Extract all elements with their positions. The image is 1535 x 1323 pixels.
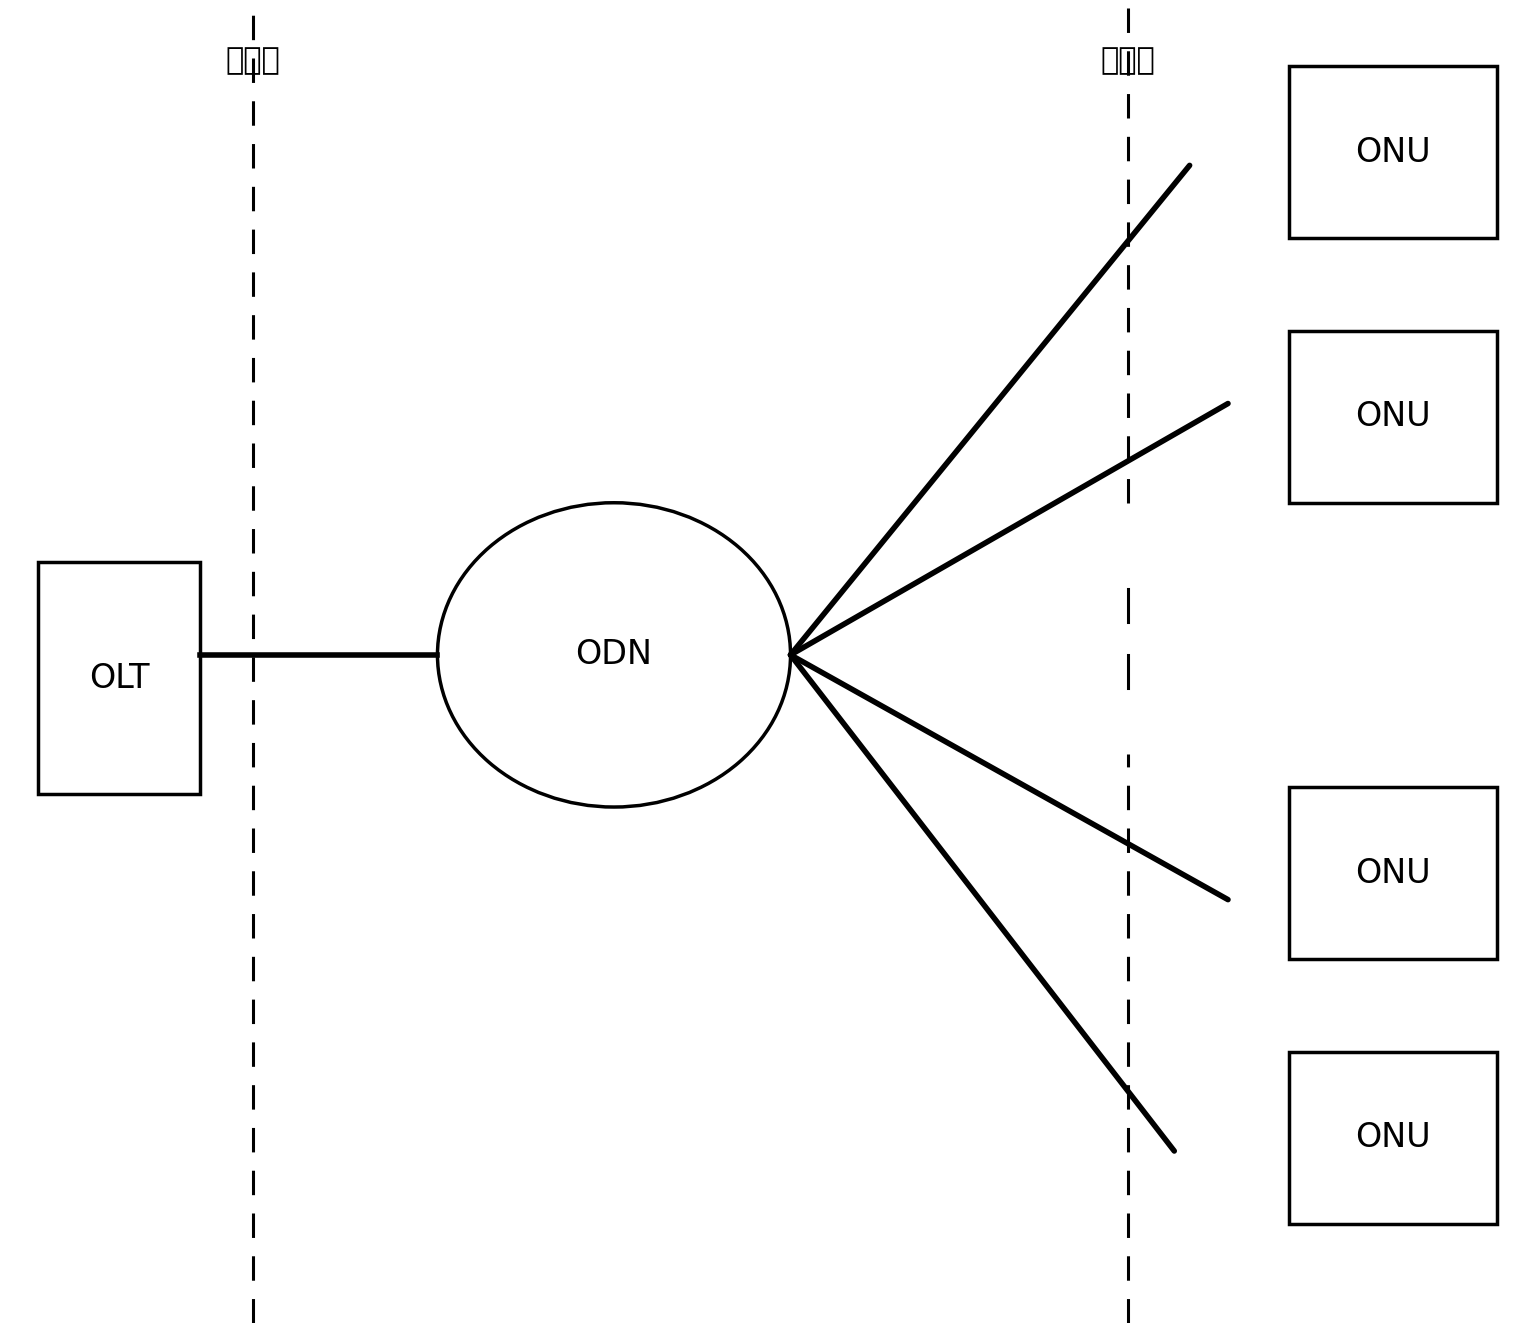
Bar [1289, 787, 1497, 959]
Text: ONU: ONU [1355, 1122, 1431, 1154]
Text: ONU: ONU [1355, 401, 1431, 433]
Bar [1289, 66, 1497, 238]
Text: OLT: OLT [89, 662, 149, 695]
Text: ONU: ONU [1355, 136, 1431, 168]
Bar [1289, 1052, 1497, 1224]
Bar [1289, 331, 1497, 503]
Bar [38, 562, 200, 794]
Text: 用户侧: 用户侧 [1101, 46, 1156, 75]
Text: ODN: ODN [576, 639, 652, 671]
Text: ONU: ONU [1355, 857, 1431, 889]
Text: 网络侧: 网络侧 [226, 46, 281, 75]
